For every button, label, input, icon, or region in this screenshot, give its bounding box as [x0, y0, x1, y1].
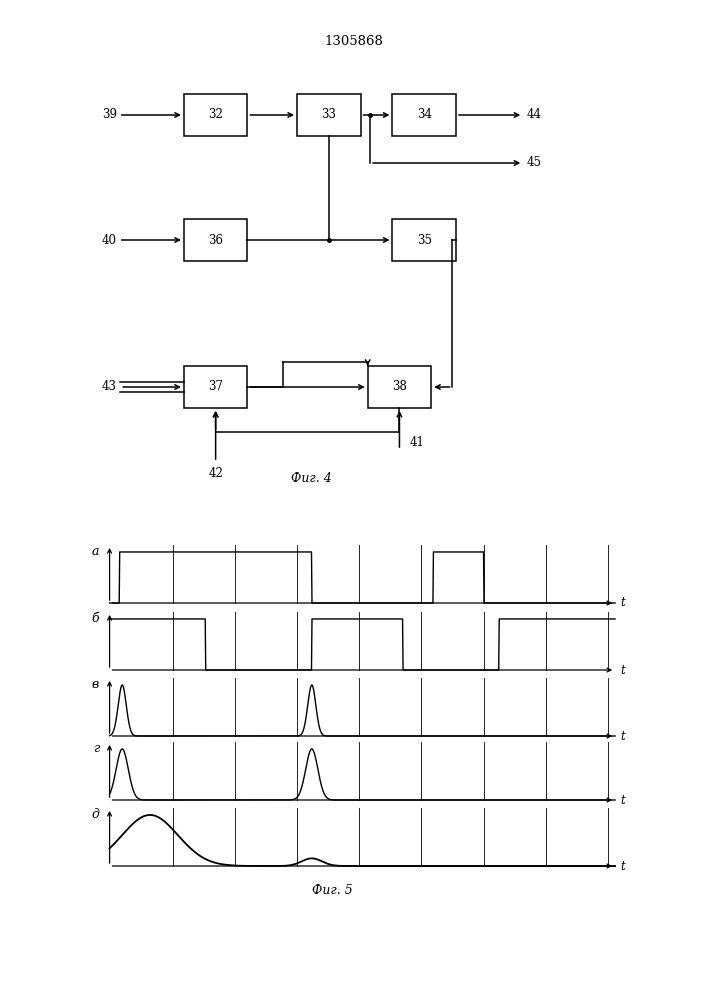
Text: Фиг. 5: Фиг. 5 [312, 884, 353, 897]
FancyBboxPatch shape [392, 94, 456, 136]
Text: 40: 40 [102, 233, 117, 246]
FancyBboxPatch shape [184, 366, 247, 408]
Text: Фиг. 4: Фиг. 4 [291, 472, 332, 485]
FancyBboxPatch shape [184, 219, 247, 261]
Text: a: a [91, 545, 99, 558]
Text: 45: 45 [527, 156, 542, 169]
Text: 33: 33 [321, 108, 337, 121]
Text: t: t [621, 730, 626, 742]
Text: 1305868: 1305868 [324, 35, 383, 48]
Text: в: в [92, 678, 99, 691]
FancyBboxPatch shape [297, 94, 361, 136]
Text: 34: 34 [416, 108, 432, 121]
Text: 35: 35 [416, 233, 432, 246]
Text: 32: 32 [208, 108, 223, 121]
FancyBboxPatch shape [368, 366, 431, 408]
Text: б: б [91, 612, 99, 625]
Text: 44: 44 [527, 108, 542, 121]
Text: 39: 39 [102, 108, 117, 121]
FancyBboxPatch shape [184, 94, 247, 136]
Text: 42: 42 [208, 467, 223, 480]
Text: t: t [621, 794, 626, 806]
Text: 43: 43 [102, 380, 117, 393]
Text: д: д [91, 808, 99, 821]
FancyBboxPatch shape [392, 219, 456, 261]
Text: 36: 36 [208, 233, 223, 246]
Text: t: t [621, 596, 626, 609]
Text: t: t [621, 859, 626, 872]
Text: 38: 38 [392, 380, 407, 393]
Text: г: г [93, 742, 99, 755]
Text: t: t [621, 664, 626, 676]
Text: 37: 37 [208, 380, 223, 393]
Text: 41: 41 [410, 436, 425, 449]
